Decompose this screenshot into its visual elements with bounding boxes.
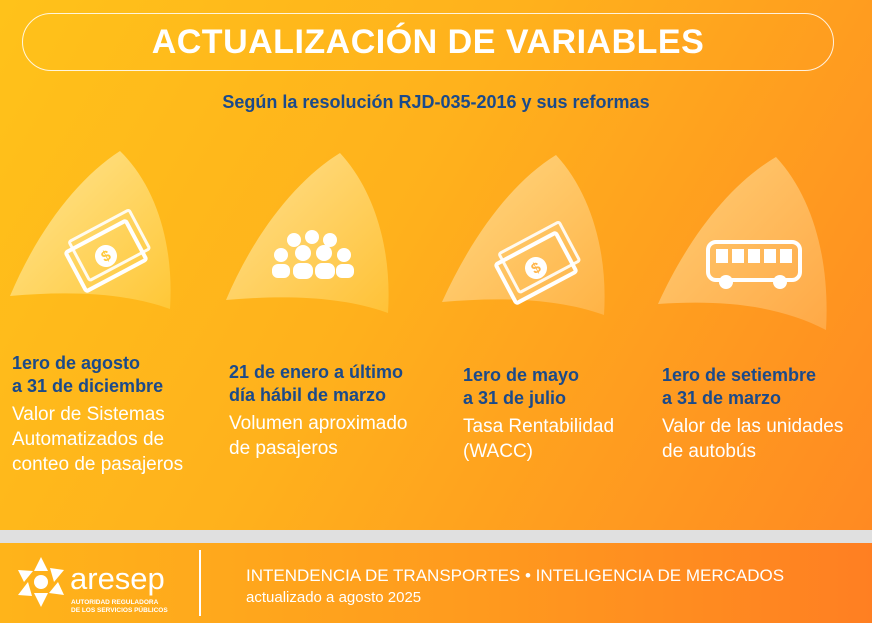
item-description: Valor de Sistemas Automatizados de conte… xyxy=(12,404,184,475)
petal-shape-4 xyxy=(658,157,827,330)
item-date: 1ero de mayo xyxy=(463,365,580,385)
title-banner: ACTUALIZACIÓN DE VARIABLES xyxy=(22,13,834,71)
money-bill-icon: $ xyxy=(64,208,151,293)
logo-subtitle: AUTORIDAD REGULADORA DE LOS SERVICIOS PÚ… xyxy=(71,599,168,614)
footer-update-date: actualizado a agosto 2025 xyxy=(246,589,422,606)
item-date: a 31 de julio xyxy=(463,388,567,408)
item-date: a 31 de diciembre xyxy=(12,376,164,396)
page-subtitle: Según la resolución RJD-035-2016 y sus r… xyxy=(222,92,650,112)
footer: aresep AUTORIDAD REGULADORA DE LOS SERVI… xyxy=(0,543,872,623)
money-bill-icon: $ xyxy=(494,220,581,305)
item-description: Tasa Rentabilidad (WACC) xyxy=(463,416,615,462)
separator-band xyxy=(0,530,872,543)
petal-shape-2 xyxy=(226,153,389,313)
item-card-4: 1ero de setiembre a 31 de marzo Valor de… xyxy=(662,364,843,464)
item-description: Valor de las unidades de autobús xyxy=(662,416,844,462)
bus-icon xyxy=(706,240,802,289)
item-card-3: 1ero de mayo a 31 de julio Tasa Rentabil… xyxy=(463,364,614,464)
aresep-logo-icon xyxy=(18,557,64,607)
item-date: a 31 de marzo xyxy=(662,388,782,408)
item-card-2: 21 de enero a último día hábil de marzo … xyxy=(229,361,408,461)
item-card-1: 1ero de agosto a 31 de diciembre Valor d… xyxy=(12,352,183,477)
page-title: ACTUALIZACIÓN DE VARIABLES xyxy=(151,22,705,61)
footer-divider xyxy=(199,550,201,616)
petal-shape-1: $ xyxy=(10,151,171,309)
item-description: Volumen aproximado de pasajeros xyxy=(229,413,408,459)
logo-wordmark: aresep xyxy=(70,561,165,596)
item-date: 1ero de setiembre xyxy=(662,365,817,385)
item-date: 1ero de agosto xyxy=(12,353,141,373)
item-date: 21 de enero a último xyxy=(229,362,404,382)
petal-shape-3: $ xyxy=(442,155,605,315)
footer-department: INTENDENCIA DE TRANSPORTES • INTELIGENCI… xyxy=(246,566,785,585)
item-date: día hábil de marzo xyxy=(229,385,387,405)
people-group-icon xyxy=(272,230,354,279)
